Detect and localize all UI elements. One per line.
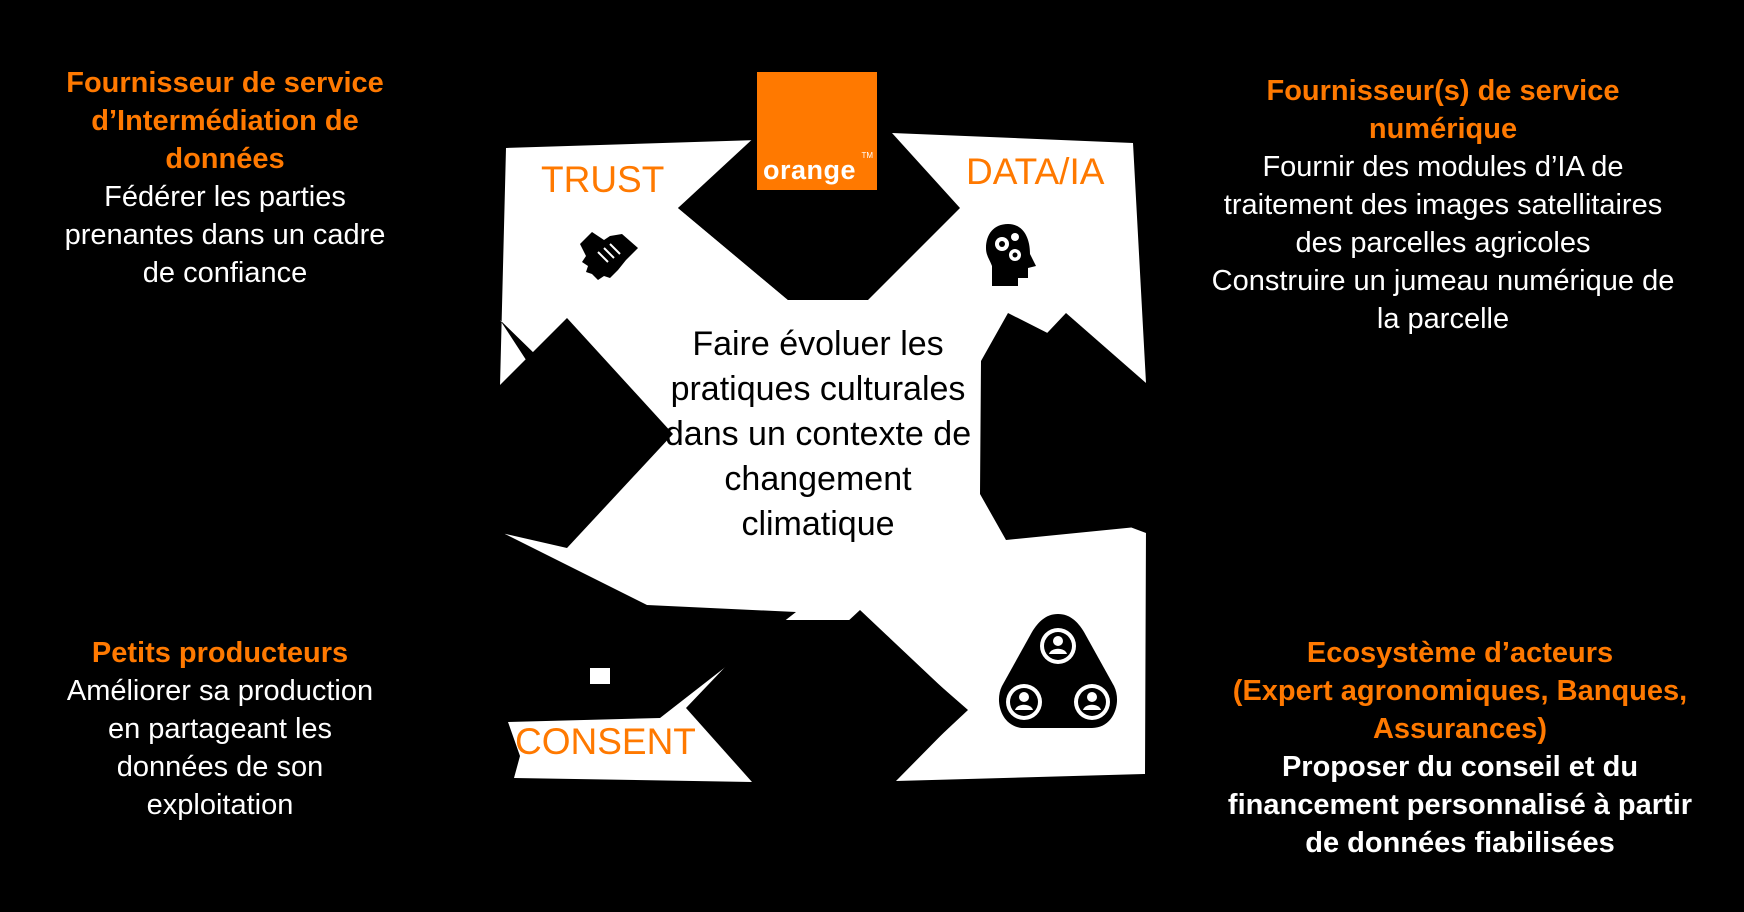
top-left-block: Fournisseur de service d’Intermédiation … [30,64,420,292]
top-left-body-line: prenantes dans un cadre [64,219,386,251]
data-ia-label: DATA/IA [966,151,1105,192]
bottom-left-block: Petits producteurs Améliorer sa producti… [30,634,410,824]
bottom-right-body-line: financement personnalisé à partir [1227,789,1693,821]
top-left-title-line: d’Intermédiation de [91,105,359,137]
top-left-body-line: de confiance [142,257,308,289]
top-right-body-line: la parcelle [1376,303,1510,335]
bottom-left-title-line: Petits producteurs [91,637,349,669]
handshake-icon [580,232,638,280]
bottom-left-body-line: exploitation [146,789,294,821]
top-left-body-line: Fédérer les parties [104,181,346,213]
head-gears-icon [986,224,1036,286]
top-right-body-line: Fournir des modules d’IA de [1262,151,1624,183]
bottom-right-title-line: Assurances) [1372,713,1548,745]
top-right-body-line: des parcelles agricoles [1295,227,1591,259]
top-left-title-line: données [165,143,285,175]
bottom-left-body-line: Améliorer sa production [66,675,374,707]
panel-shape [500,133,1146,782]
center-goal-text: Faire évoluer les pratiques culturales d… [664,325,972,543]
bottom-left-body-line: données de son [116,751,324,783]
network-people-icon [998,614,1118,728]
bottom-left-body-line: en partageant les [107,713,333,745]
notch-top [678,133,960,300]
bottom-right-title-line: Ecosystème d’acteurs [1306,637,1614,669]
bottom-right-title-line: (Expert agronomiques, Banques, [1232,675,1688,707]
notch-bottom [686,620,968,782]
top-right-body-line: traitement des images satellitaires [1223,189,1663,221]
trust-label: TRUST [541,159,665,200]
notch-left [497,318,673,548]
top-right-body-line: Construire un jumeau numérique de [1211,265,1675,297]
consent-label: CONSENT [515,721,696,762]
orange-logo-text: orange [763,155,857,185]
bottom-right-block: Ecosystème d’acteurs (Expert agronomique… [1188,634,1732,862]
notch-right [981,313,1146,533]
top-right-block: Fournisseur(s) de service numérique Four… [1170,72,1716,338]
top-left-title-line: Fournisseur de service [66,67,384,99]
bottom-right-body-line: Proposer du conseil et du [1281,751,1639,783]
farmer-icon [554,614,628,704]
top-right-title-line: Fournisseur(s) de service [1266,75,1620,107]
top-right-title-line: numérique [1368,113,1518,145]
bottom-right-body-line: de données fiabilisées [1305,827,1615,859]
orange-logo: orange TM [757,72,877,190]
orange-logo-tm: TM [861,151,873,160]
